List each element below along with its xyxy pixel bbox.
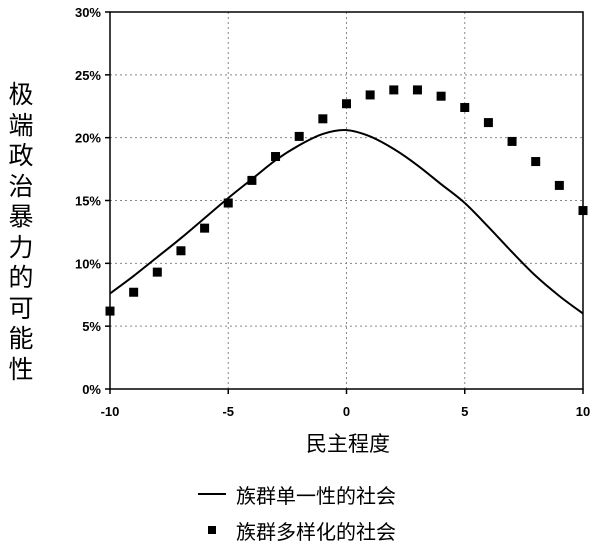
- y-tick-label: 20%: [75, 131, 101, 146]
- series-markers-diverse: [105, 85, 588, 316]
- x-tick-label: 5: [461, 404, 468, 419]
- y-tick-label: 30%: [75, 5, 101, 20]
- legend: 族群单一性的社会 族群多样化的社会: [198, 476, 396, 548]
- data-point-diverse: [129, 287, 139, 297]
- data-point-diverse: [554, 180, 564, 190]
- data-point-diverse: [578, 206, 588, 216]
- data-point-diverse: [412, 85, 422, 95]
- data-point-diverse: [483, 118, 493, 128]
- data-point-diverse: [365, 90, 375, 100]
- x-tick-label: -10: [101, 404, 120, 419]
- grid-layer: [110, 12, 583, 389]
- legend-line-swatch: [198, 493, 226, 495]
- y-tick-label: 5%: [82, 319, 101, 334]
- x-tick-label: 10: [576, 404, 590, 419]
- legend-marker-swatch: [208, 526, 216, 534]
- y-axis-label: 极端政治暴力的可能性: [8, 80, 34, 384]
- data-point-diverse: [200, 223, 210, 233]
- data-point-diverse: [318, 114, 328, 124]
- legend-label-homogeneous: 族群单一性的社会: [236, 483, 396, 508]
- legend-item-line: 族群单一性的社会: [198, 476, 396, 512]
- data-point-diverse: [152, 267, 162, 277]
- data-point-diverse: [436, 91, 446, 101]
- data-point-diverse: [271, 152, 281, 162]
- data-point-diverse: [294, 131, 304, 141]
- y-tick-label: 25%: [75, 68, 101, 83]
- data-point-diverse: [247, 175, 257, 185]
- data-point-diverse: [223, 198, 233, 208]
- data-point-diverse: [531, 157, 541, 167]
- y-tick-label: 0%: [82, 382, 101, 397]
- data-point-diverse: [342, 99, 351, 109]
- y-tick-label: 15%: [75, 194, 101, 209]
- ticks-layer: 0% 5% 10% 15% 20% 25% 30% -10 -5 0 5 10: [75, 5, 590, 419]
- data-point-diverse: [105, 306, 115, 316]
- legend-label-diverse: 族群多样化的社会: [236, 519, 396, 544]
- legend-item-markers: 族群多样化的社会: [198, 512, 396, 548]
- y-tick-label: 10%: [75, 256, 101, 271]
- x-tick-label: 0: [343, 404, 350, 419]
- data-point-diverse: [460, 103, 470, 113]
- x-axis-label: 民主程度: [306, 432, 390, 456]
- series-line-homogeneous: [109, 129, 584, 315]
- data-point-diverse: [507, 136, 517, 146]
- data-point-diverse: [389, 85, 399, 95]
- x-tick-label: -5: [222, 404, 234, 419]
- data-point-diverse: [176, 246, 186, 256]
